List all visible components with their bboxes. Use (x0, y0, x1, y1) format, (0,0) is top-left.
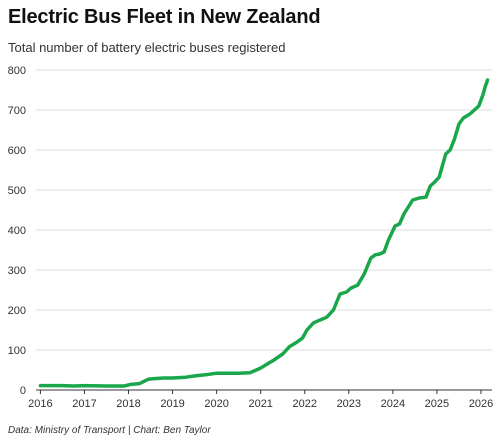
x-tick-label-2021: 2021 (248, 398, 272, 410)
y-tick-label-300: 300 (8, 265, 26, 277)
x-tick-label-2020: 2020 (204, 398, 228, 410)
source-note: Data: Ministry of Transport | Chart: Ben… (8, 425, 211, 436)
x-tick-label-2019: 2019 (160, 398, 184, 410)
x-tick-label-2023: 2023 (337, 398, 361, 410)
chart-title: Electric Bus Fleet in New Zealand (8, 6, 321, 28)
chart-subtitle: Total number of battery electric buses r… (8, 40, 286, 55)
x-tick-label-2016: 2016 (28, 398, 52, 410)
y-axis-tick-labels: 0 100 200 300 400 500 600 700 800 (8, 65, 26, 397)
x-axis-tick-labels: 2016 2017 2018 2019 2020 2021 2022 2023 2024 2025… (28, 398, 493, 410)
x-tick-label-2022: 2022 (293, 398, 317, 410)
y-tick-label-800: 800 (8, 65, 26, 77)
y-tick-label-0: 0 (20, 385, 26, 397)
y-tick-label-200: 200 (8, 305, 26, 317)
x-tick-label-2018: 2018 (116, 398, 140, 410)
x-tick-label-2025: 2025 (425, 398, 449, 410)
y-tick-label-600: 600 (8, 145, 26, 157)
y-tick-label-400: 400 (8, 225, 26, 237)
x-tick-label-2024: 2024 (381, 398, 405, 410)
x-tick-label-2017: 2017 (72, 398, 96, 410)
series-layer (38, 78, 490, 388)
series-line-0 (38, 78, 490, 388)
y-tick-label-500: 500 (8, 185, 26, 197)
y-tick-label-100: 100 (8, 345, 26, 357)
y-tick-label-700: 700 (8, 105, 26, 117)
grid-lines (36, 69, 492, 351)
x-axis (36, 389, 492, 394)
x-tick-label-2026: 2026 (469, 398, 493, 410)
